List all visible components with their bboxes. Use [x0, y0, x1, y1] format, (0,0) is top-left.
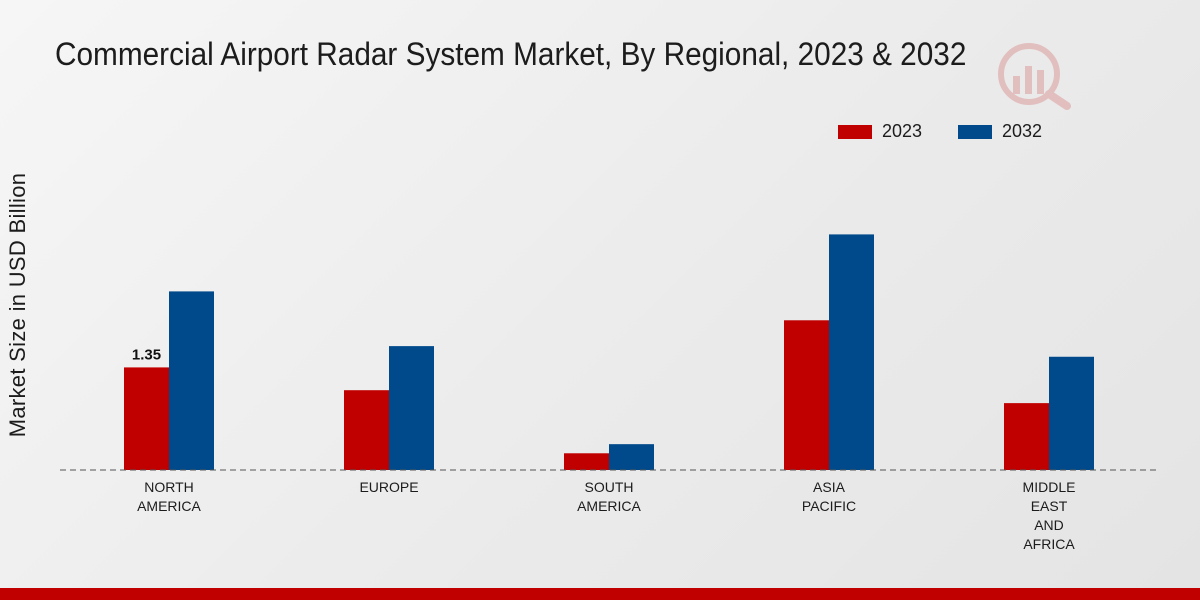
bar-2023-north-america — [124, 367, 169, 470]
bar-2032-europe — [389, 346, 434, 470]
legend-item-2032[interactable]: 2032 — [958, 121, 1042, 142]
x-tick-label-south-america: SOUTH AMERICA — [577, 479, 641, 514]
bar-2023-middle-east-and-africa — [1004, 403, 1049, 470]
legend-label-2032: 2032 — [1002, 121, 1043, 141]
bar-2032-south-america — [609, 444, 654, 470]
bar-2023-europe — [344, 390, 389, 470]
bar-2032-middle-east-and-africa — [1049, 356, 1094, 470]
x-tick-label-north-america: NORTH AMERICA — [137, 479, 201, 514]
x-tick-label-europe: EUROPE — [359, 479, 418, 495]
data-label: 1.35 — [132, 346, 161, 363]
bar-2023-asia-pacific — [784, 320, 829, 470]
legend-label-2023: 2023 — [882, 121, 923, 141]
legend-item-2023[interactable]: 2023 — [838, 121, 922, 142]
legend-swatch-2032 — [958, 124, 992, 139]
x-tick-label-asia-pacific: ASIA PACIFIC — [802, 479, 856, 514]
bar-2032-north-america — [169, 291, 214, 470]
analytics-logo-icon — [998, 43, 1071, 110]
bar-2023-south-america — [564, 453, 609, 470]
footer-bar — [0, 588, 1200, 600]
chart-title: Commercial Airport Radar System Market, … — [55, 36, 967, 72]
bar-2032-asia-pacific — [829, 234, 874, 470]
x-tick-label-middle-east-and-africa: MIDDLE EAST AND AFRICA — [1023, 479, 1076, 552]
legend-swatch-2023 — [838, 124, 872, 139]
